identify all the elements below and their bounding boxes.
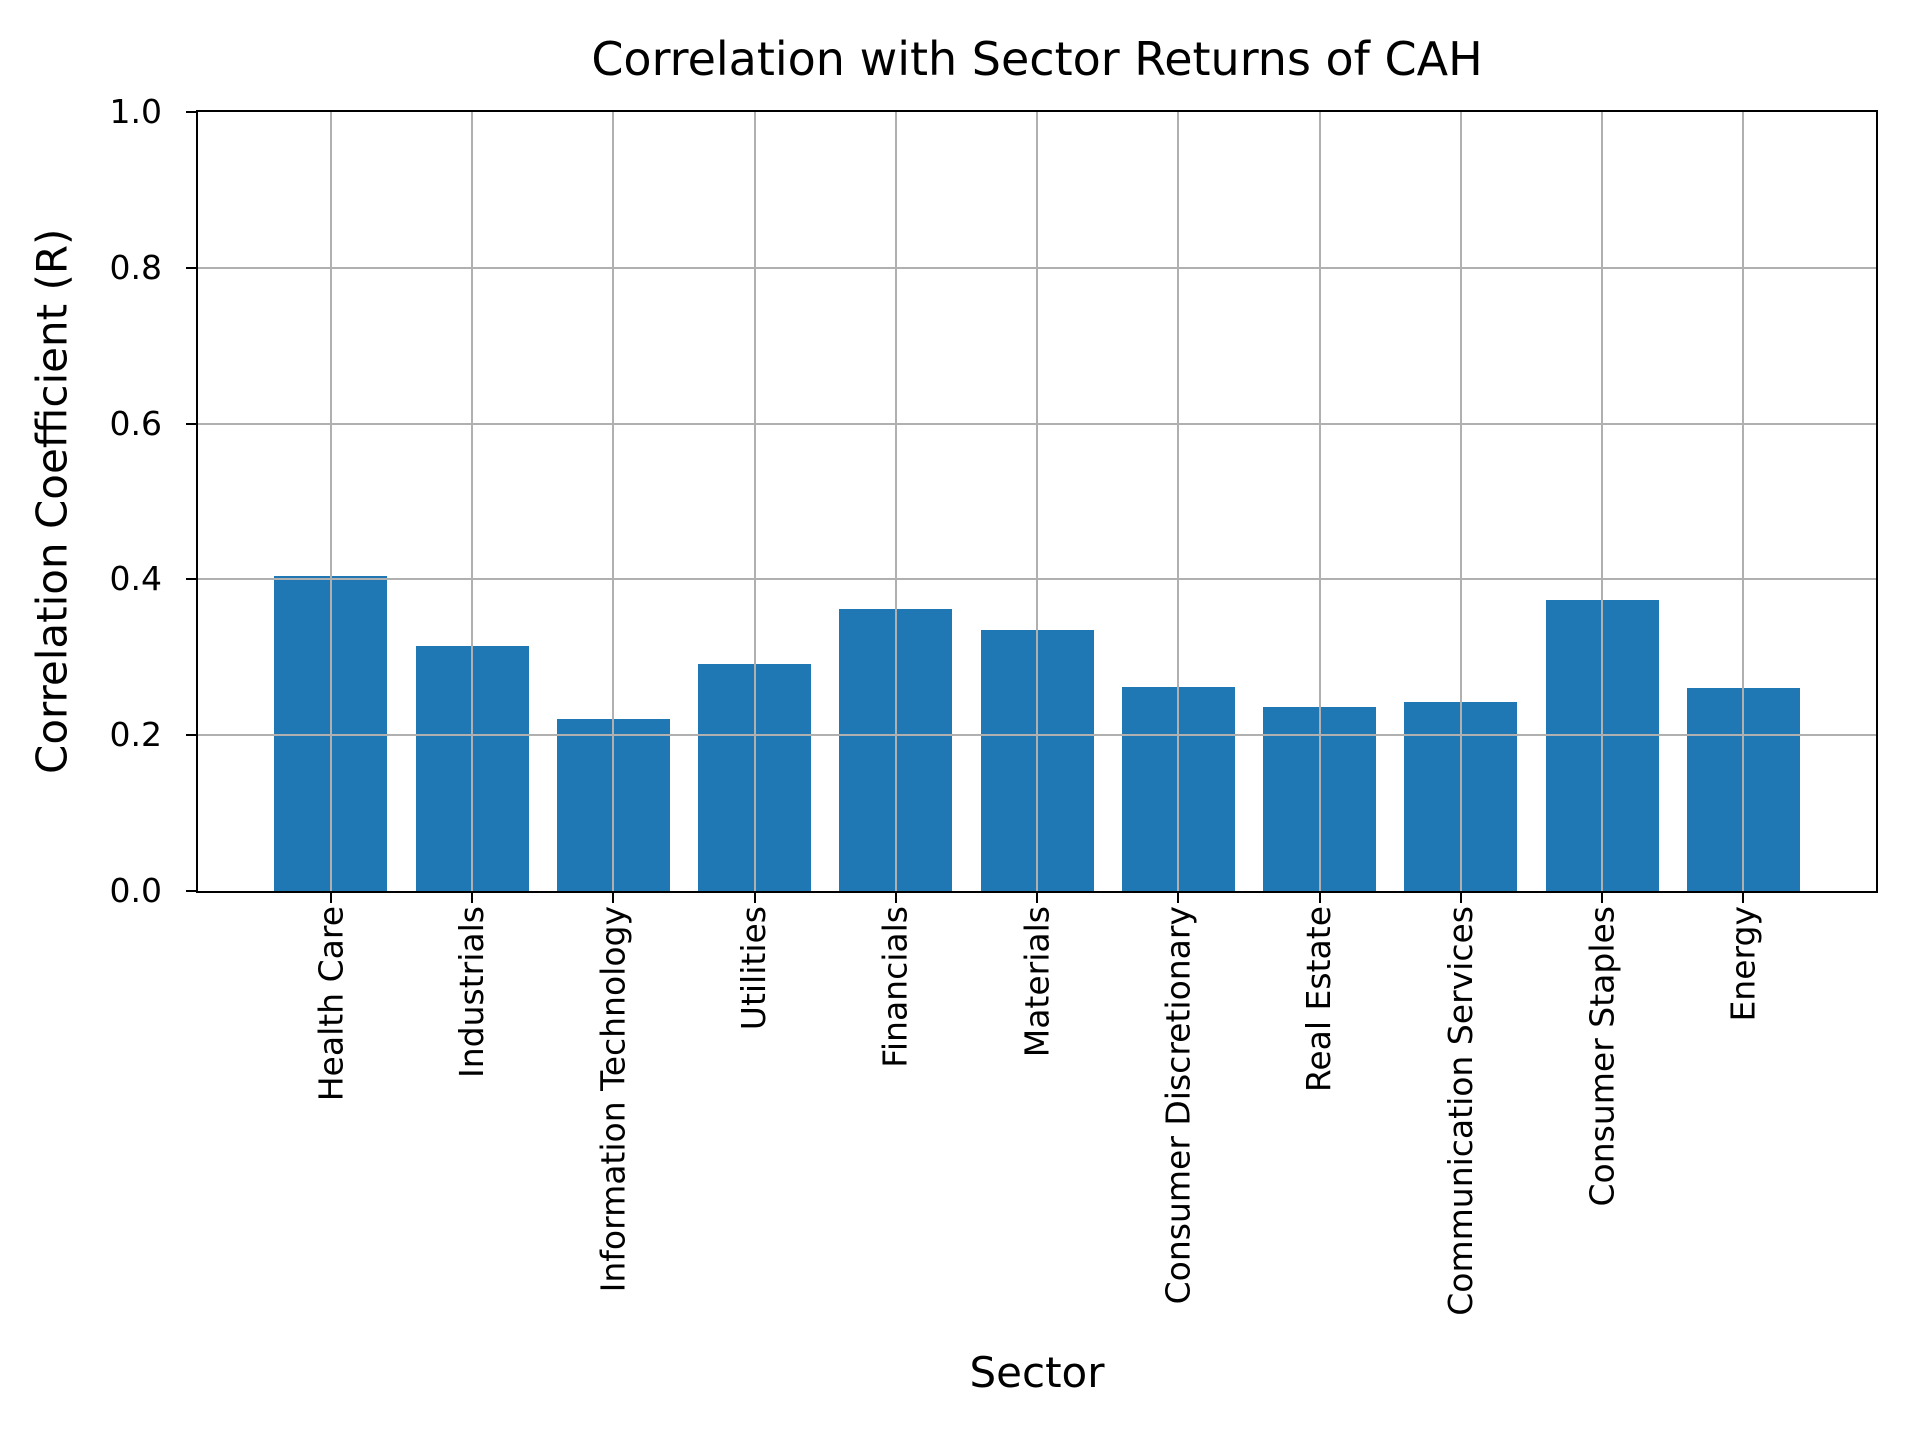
x-tick-label: Materials: [1017, 906, 1056, 1058]
x-tick: [1177, 893, 1180, 903]
x-tick-label: Communication Services: [1440, 906, 1480, 1316]
y-tick-label: 0.0: [109, 871, 162, 910]
y-tick: [186, 422, 196, 425]
x-gridline: [1459, 112, 1462, 891]
x-tick-label: Information Technology: [593, 906, 633, 1293]
x-tick: [1318, 893, 1321, 903]
y-tick: [186, 578, 196, 581]
x-tick: [1742, 893, 1745, 903]
y-tick: [186, 111, 196, 113]
plot-area: [196, 110, 1878, 893]
x-tick-label: Financials: [875, 906, 915, 1068]
y-tick-label: 0.2: [109, 715, 162, 755]
x-tick: [612, 893, 615, 903]
x-gridline: [1318, 112, 1321, 891]
x-tick-label: Utilities: [734, 906, 774, 1031]
y-tick-label: 1.0: [109, 92, 162, 131]
x-tick-label: Real Estate: [1299, 906, 1339, 1093]
x-tick: [753, 893, 756, 903]
x-tick: [1459, 893, 1462, 903]
y-gridline: [198, 422, 1876, 425]
x-gridline: [612, 112, 615, 891]
x-tick-label: Energy: [1723, 906, 1763, 1022]
x-gridline: [1036, 112, 1038, 891]
x-gridline: [329, 112, 332, 891]
x-tick: [1601, 893, 1603, 903]
x-tick: [894, 893, 897, 903]
x-tick: [471, 893, 473, 903]
y-tick: [186, 266, 196, 269]
y-tick: [186, 734, 196, 737]
x-tick-label: Health Care: [310, 906, 350, 1102]
x-axis-label: Sector: [969, 1348, 1105, 1397]
y-gridline: [198, 266, 1876, 269]
y-gridline: [198, 578, 1876, 581]
x-gridline: [1601, 112, 1603, 891]
x-gridline: [753, 112, 756, 891]
x-tick-label: Consumer Discretionary: [1158, 906, 1198, 1305]
x-gridline: [1742, 112, 1745, 891]
x-gridline: [894, 112, 897, 891]
y-gridline: [198, 734, 1876, 737]
y-axis-label: Correlation Coefficient (R): [27, 228, 77, 775]
y-tick: [186, 890, 196, 892]
y-tick-label: 0.8: [109, 247, 162, 287]
x-tick: [1036, 893, 1038, 903]
x-gridline: [471, 112, 473, 891]
x-tick-label: Consumer Staples: [1582, 906, 1621, 1207]
y-tick-label: 0.6: [109, 403, 162, 443]
chart-title: Correlation with Sector Returns of CAH: [591, 32, 1483, 86]
x-tick: [329, 893, 332, 903]
x-gridline: [1177, 112, 1180, 891]
x-tick-label: Industrials: [452, 906, 491, 1078]
y-tick-label: 0.4: [109, 559, 162, 599]
